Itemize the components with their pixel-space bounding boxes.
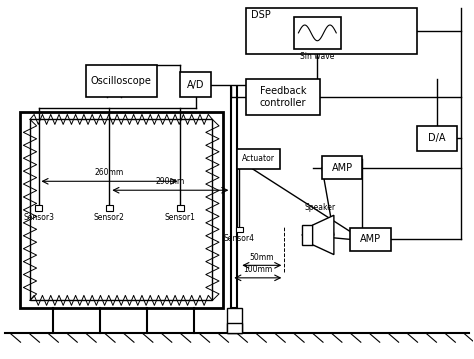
Bar <box>227 308 242 333</box>
Text: AMP: AMP <box>360 234 381 244</box>
Text: Sensor2: Sensor2 <box>94 213 125 222</box>
Text: DSP: DSP <box>251 10 271 20</box>
Text: A/D: A/D <box>187 80 204 90</box>
Text: 50mm: 50mm <box>250 253 274 262</box>
Text: Sensor3: Sensor3 <box>23 213 54 222</box>
Bar <box>106 205 113 211</box>
Bar <box>35 205 42 211</box>
Bar <box>180 72 211 97</box>
Bar <box>237 149 280 169</box>
Text: Sensor1: Sensor1 <box>165 213 196 222</box>
Text: 290mm: 290mm <box>156 177 185 186</box>
Text: Sin wave: Sin wave <box>300 52 335 61</box>
Text: Oscilloscope: Oscilloscope <box>91 76 152 86</box>
Text: Actuator: Actuator <box>242 154 275 163</box>
Bar <box>350 228 391 251</box>
Bar <box>302 225 313 245</box>
Bar <box>246 79 319 115</box>
Text: 100mm: 100mm <box>243 265 273 274</box>
Bar <box>294 17 341 49</box>
Text: AMP: AMP <box>332 163 353 173</box>
Text: Speaker: Speaker <box>305 203 336 212</box>
Bar <box>30 120 212 300</box>
Bar <box>19 112 223 308</box>
Text: Feedback
controller: Feedback controller <box>260 87 306 108</box>
Text: 260mm: 260mm <box>95 168 124 177</box>
Bar <box>236 227 243 232</box>
Text: D/A: D/A <box>428 134 446 143</box>
Bar <box>417 126 457 151</box>
Bar <box>86 65 156 97</box>
Bar <box>176 205 184 211</box>
Bar <box>227 322 242 333</box>
Bar <box>322 156 362 180</box>
Bar <box>246 8 417 54</box>
Text: Sensor4: Sensor4 <box>224 234 255 243</box>
Polygon shape <box>313 215 334 255</box>
